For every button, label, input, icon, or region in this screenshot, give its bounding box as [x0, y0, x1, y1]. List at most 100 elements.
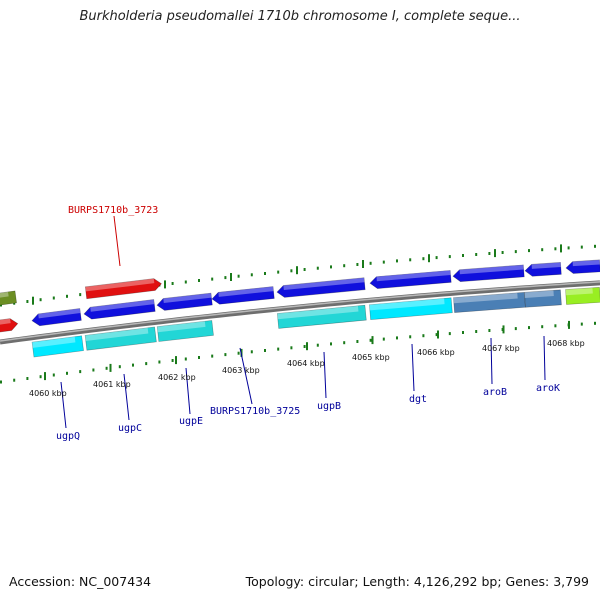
gene-aroK-shine	[524, 290, 554, 299]
cds-arrow-7	[452, 264, 525, 282]
minor-tick-lower	[277, 347, 280, 351]
minor-tick-lower	[409, 335, 412, 339]
minor-tick-lower	[382, 337, 385, 341]
major-tick-upper	[428, 254, 430, 263]
leader-lines	[60, 215, 546, 429]
tick-marks	[0, 244, 596, 384]
cds-arrow-3-shine	[163, 293, 212, 304]
minor-tick-upper	[198, 279, 200, 282]
minor-tick-upper	[13, 301, 16, 305]
minor-tick-upper	[528, 249, 530, 253]
major-tick-upper	[560, 244, 562, 253]
minor-tick-upper	[330, 265, 332, 269]
kbp-scale-label: 4060 kbp	[29, 389, 67, 398]
gene-label: dgt	[409, 394, 427, 405]
minor-tick-upper	[264, 272, 266, 275]
major-tick-upper	[32, 296, 34, 305]
gene-aroB-body	[453, 292, 526, 313]
minor-tick-upper	[0, 303, 2, 307]
minor-tick-upper	[171, 282, 174, 285]
kbp-scale-label: 4065 kbp	[352, 353, 390, 362]
minor-tick-lower	[237, 351, 240, 355]
minor-tick-upper	[382, 260, 385, 264]
major-tick-lower	[109, 363, 112, 372]
minor-tick-upper	[514, 250, 517, 254]
labels: 4060 kbp 4061 kbp 4062 kbp 4063 kbp 4064 kbp…	[29, 205, 585, 442]
gene-aroK-body	[524, 289, 562, 308]
gene-ugpE-shine	[157, 321, 206, 333]
gene-label: ugpQ	[56, 431, 80, 442]
gene-lime-shine	[565, 287, 593, 296]
minor-tick-upper	[290, 269, 293, 273]
minor-tick-lower	[250, 350, 253, 354]
minor-tick-lower	[316, 343, 319, 347]
minor-tick-upper	[501, 251, 504, 254]
minor-tick-upper	[343, 264, 346, 268]
minor-tick-lower	[158, 360, 161, 364]
minor-tick-lower	[26, 377, 29, 380]
gene-leader-line	[490, 337, 493, 385]
minor-tick-upper	[211, 277, 214, 281]
cds-arrow-6-shine	[376, 270, 451, 282]
minor-tick-lower	[66, 371, 68, 375]
feature-red-3723	[84, 278, 162, 300]
backbone-line	[0, 280, 600, 345]
gene-ugpB-shine	[277, 305, 359, 320]
gene-dgt-shine	[369, 298, 445, 311]
gene-ugpB	[276, 304, 367, 329]
cds-arrow-1-body	[31, 308, 82, 327]
minor-tick-lower	[105, 366, 108, 370]
minor-tick-upper	[475, 253, 478, 256]
minor-tick-lower	[224, 353, 227, 357]
minor-tick-lower	[462, 331, 464, 334]
feature-olive-shine	[0, 291, 9, 299]
cds-arrow-2-body	[83, 299, 156, 320]
minor-tick-lower	[52, 373, 55, 377]
minor-tick-upper	[448, 255, 451, 259]
minor-tick-lower	[528, 326, 530, 330]
minor-tick-upper	[303, 268, 306, 271]
cds-arrow-4-shine	[218, 286, 274, 297]
gene-leader-line	[411, 343, 415, 392]
minor-tick-upper	[316, 266, 319, 270]
minor-tick-upper	[488, 252, 491, 255]
feature-red-3723-body	[84, 278, 162, 300]
gene-leader-line	[185, 367, 191, 415]
minor-tick-lower	[118, 365, 121, 369]
gene-ugpQ-body	[31, 335, 84, 358]
cds-arrow-4	[211, 286, 275, 305]
red-leader-line	[113, 215, 121, 267]
cds-arrow-8-shine	[531, 262, 561, 269]
minor-tick-upper	[396, 259, 398, 263]
backbone	[0, 280, 600, 345]
cds-arrow-8	[524, 262, 562, 277]
minor-tick-upper	[224, 276, 227, 280]
gene-lime	[565, 287, 600, 305]
minor-tick-upper	[369, 261, 372, 265]
gene-leader-line	[323, 351, 327, 399]
minor-tick-lower	[92, 368, 95, 372]
minor-tick-lower	[475, 330, 478, 333]
cds-arrow-2-shine	[90, 299, 155, 312]
cds-arrow-5	[276, 277, 366, 298]
gene-label: ugpE	[179, 416, 203, 427]
minor-tick-upper	[409, 258, 412, 262]
major-tick-upper	[296, 266, 298, 275]
minor-tick-lower	[303, 345, 306, 348]
gene-aroB	[453, 292, 526, 313]
gene-ugpC-body	[84, 326, 157, 351]
minor-tick-lower	[488, 329, 491, 332]
minor-tick-upper	[435, 256, 438, 260]
gene-label: aroB	[483, 387, 507, 398]
backbone-highlight	[0, 281, 600, 342]
major-tick-lower	[437, 330, 439, 339]
major-tick-upper	[230, 273, 232, 281]
minor-tick-lower	[422, 334, 425, 338]
minor-tick-upper	[79, 293, 82, 297]
gene-leader-line	[239, 347, 253, 405]
cds-arrow-7-shine	[459, 264, 524, 275]
minor-tick-upper	[567, 246, 570, 250]
cds-arrow-1	[31, 308, 82, 327]
major-tick-lower	[371, 336, 374, 345]
